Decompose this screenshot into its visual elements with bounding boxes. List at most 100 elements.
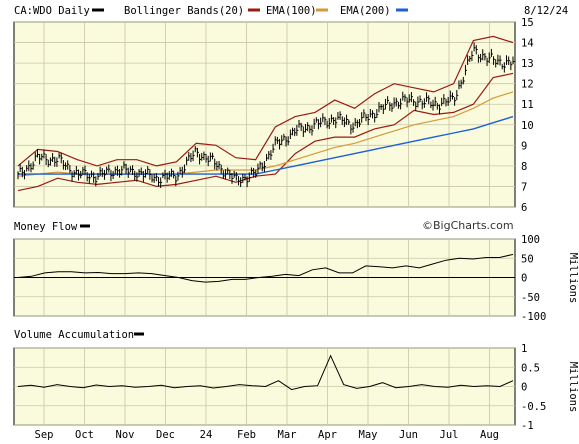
price-bar bbox=[480, 53, 483, 63]
price-y-tick-label: 10 bbox=[521, 120, 534, 132]
price-bar bbox=[41, 153, 44, 161]
price-bar bbox=[287, 136, 290, 146]
price-bar bbox=[374, 113, 377, 123]
price-bar bbox=[292, 127, 295, 136]
price-bar bbox=[302, 126, 305, 137]
price-bar bbox=[69, 165, 72, 174]
price-bar bbox=[67, 160, 70, 170]
price-bar bbox=[322, 113, 325, 123]
price-bar bbox=[54, 156, 57, 167]
price-bar bbox=[186, 156, 189, 166]
price-bar bbox=[389, 102, 392, 111]
price-bar bbox=[246, 176, 249, 188]
price-bar bbox=[73, 170, 76, 178]
price-bar bbox=[283, 133, 286, 141]
price-bar bbox=[436, 102, 439, 110]
price-bar bbox=[164, 169, 167, 180]
price-bar bbox=[166, 172, 169, 183]
price-bar bbox=[242, 173, 245, 183]
x-tick-label: Nov bbox=[116, 429, 135, 441]
price-bar bbox=[28, 160, 31, 172]
price-bar bbox=[477, 54, 480, 63]
price-bar bbox=[56, 157, 59, 167]
x-tick-label: 24 bbox=[200, 429, 213, 441]
price-bar bbox=[274, 136, 277, 146]
price-bar bbox=[233, 170, 236, 178]
price-bar bbox=[106, 166, 109, 175]
price-bar bbox=[320, 117, 323, 128]
price-bar bbox=[499, 55, 502, 66]
price-bar bbox=[108, 164, 111, 173]
price-bar bbox=[317, 119, 320, 130]
price-bar bbox=[34, 152, 37, 162]
x-tick-label: Oct bbox=[75, 429, 94, 441]
price-bar bbox=[464, 64, 467, 76]
price-bar bbox=[95, 176, 98, 187]
price-bar bbox=[229, 169, 232, 180]
price-bar bbox=[116, 165, 119, 176]
money-flow-unit: Millions bbox=[567, 253, 579, 304]
price-bar bbox=[82, 166, 85, 175]
price-bar bbox=[99, 166, 102, 177]
price-bar bbox=[337, 112, 340, 120]
price-bar bbox=[391, 103, 394, 112]
price-bar bbox=[138, 169, 141, 177]
price-y-tick-label: 6 bbox=[521, 202, 527, 214]
price-bar bbox=[512, 56, 515, 65]
price-bar bbox=[93, 172, 96, 183]
price-y-tick-label: 11 bbox=[521, 99, 534, 111]
price-bar bbox=[447, 96, 450, 106]
price-bar bbox=[49, 157, 52, 166]
price-y-tick-label: 8 bbox=[521, 161, 527, 173]
price-bar bbox=[404, 94, 407, 102]
volume-accumulation-y-tick-label: -1 bbox=[521, 420, 534, 432]
price-bar bbox=[410, 92, 413, 103]
x-tick-label: May bbox=[359, 429, 378, 441]
price-bar bbox=[395, 97, 398, 107]
price-bar bbox=[415, 101, 418, 111]
price-bar bbox=[183, 164, 186, 173]
price-bar bbox=[451, 92, 454, 100]
price-bar bbox=[400, 98, 403, 110]
price-bar bbox=[343, 117, 346, 128]
price-bar bbox=[190, 153, 193, 163]
price-bar bbox=[397, 101, 400, 109]
price-bar bbox=[125, 163, 128, 174]
price-bar bbox=[155, 173, 158, 182]
price-bar bbox=[471, 50, 474, 62]
price-bar bbox=[354, 118, 357, 127]
price-bar bbox=[300, 122, 303, 131]
price-bar bbox=[129, 166, 132, 173]
series-money-flow bbox=[17, 253, 514, 283]
x-tick-label: Dec bbox=[156, 429, 175, 441]
price-bar bbox=[205, 153, 208, 163]
price-bar bbox=[259, 161, 262, 169]
chart-date: 8/12/24 bbox=[524, 5, 568, 17]
volume-accumulation-y-tick-label: -0.5 bbox=[521, 401, 546, 413]
price-bar bbox=[209, 152, 212, 162]
x-tick-label: Jul bbox=[440, 429, 459, 441]
price-bar bbox=[71, 171, 74, 182]
price-bar bbox=[188, 151, 191, 161]
price-bar bbox=[458, 80, 461, 90]
price-bar bbox=[145, 169, 148, 178]
price-bar bbox=[21, 166, 24, 178]
price-bar bbox=[47, 159, 50, 168]
price-bar bbox=[350, 124, 353, 135]
price-bar bbox=[380, 104, 383, 110]
legend-ema100-label: EMA(100) bbox=[266, 5, 317, 17]
volume-accumulation-y-tick-label: 0 bbox=[521, 382, 527, 394]
price-bar bbox=[311, 125, 314, 136]
price-panel: 6 7 8 9 10 11 12 13 14 15 bbox=[13, 17, 534, 214]
price-bar bbox=[421, 100, 424, 110]
price-bar bbox=[371, 110, 374, 119]
price-bar bbox=[250, 167, 253, 175]
price-bar bbox=[365, 113, 368, 122]
price-bar bbox=[244, 174, 247, 181]
price-bar bbox=[160, 177, 163, 188]
price-bar bbox=[196, 147, 199, 158]
price-bar bbox=[62, 160, 65, 170]
price-bar bbox=[281, 135, 284, 146]
price-bar bbox=[393, 97, 396, 108]
price-bar bbox=[179, 167, 182, 175]
